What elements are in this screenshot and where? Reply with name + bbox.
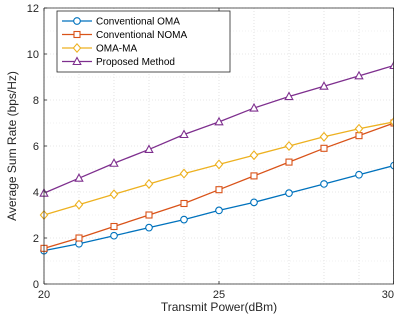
data-point	[75, 234, 83, 242]
data-point	[109, 158, 119, 167]
series-layer	[39, 60, 394, 255]
x-tick-label: 20	[38, 289, 50, 301]
y-axis-label: Average Sum Rate (bps/Hz)	[5, 71, 19, 221]
series-line	[43, 121, 394, 216]
data-point	[319, 81, 329, 90]
data-point	[320, 180, 328, 188]
series-line	[43, 122, 394, 249]
legend-marker	[73, 30, 81, 39]
data-point	[145, 223, 153, 232]
data-point	[74, 173, 84, 182]
y-tick-label: 12	[27, 3, 39, 15]
data-point	[354, 70, 364, 80]
legend-entry: Proposed Method	[62, 56, 175, 68]
y-tick-label: 2	[33, 233, 39, 245]
y-tick-label: 4	[33, 187, 39, 199]
data-point	[215, 186, 223, 194]
data-point	[355, 170, 363, 179]
data-point	[179, 129, 189, 139]
series-3	[39, 60, 394, 197]
data-point	[249, 150, 259, 161]
series-line	[43, 64, 394, 194]
legend-marker	[73, 17, 81, 25]
data-point	[250, 172, 258, 180]
data-point	[214, 159, 224, 170]
data-point	[214, 116, 224, 126]
series-line	[43, 164, 394, 252]
legend-label: OMA-MA	[96, 44, 137, 55]
data-point	[74, 199, 84, 210]
data-point	[110, 222, 118, 231]
data-point	[215, 206, 223, 215]
data-point	[144, 144, 154, 153]
data-point	[319, 131, 329, 142]
y-tick-label: 0	[33, 279, 39, 291]
data-point	[109, 189, 119, 200]
data-point	[249, 102, 259, 112]
data-point	[285, 158, 293, 166]
tick-labels: 20 25 30 0 2 4 6 8 10 12	[27, 3, 394, 301]
legend-label: Proposed Method	[96, 57, 175, 68]
x-tick-label: 30	[382, 289, 394, 301]
data-point	[144, 178, 154, 189]
y-tick-label: 6	[33, 141, 39, 153]
data-point	[354, 123, 364, 134]
legend-entry: OMA-MA	[62, 42, 137, 55]
data-point	[284, 140, 294, 152]
data-point	[110, 231, 118, 240]
legend-marker	[72, 56, 82, 66]
x-tick-label: 25	[213, 289, 225, 301]
data-point	[250, 198, 258, 207]
y-tick-label: 8	[33, 95, 39, 107]
legend-label: Conventional OMA	[96, 17, 180, 28]
legend-entry: Conventional OMA	[62, 17, 180, 28]
data-point	[284, 91, 294, 101]
data-point	[180, 199, 188, 208]
data-point	[285, 189, 293, 197]
legend-marker	[72, 42, 82, 54]
data-point	[179, 168, 189, 179]
legend-entry: Conventional NOMA	[62, 30, 187, 41]
data-point	[389, 60, 394, 70]
data-point	[180, 215, 188, 224]
legend: Conventional OMA Conventional NOMA OMA-MA P…	[56, 10, 231, 73]
legend-label: Conventional NOMA	[96, 30, 187, 41]
data-point	[145, 211, 153, 219]
data-point	[320, 144, 328, 152]
x-axis-label: Transmit Power(dBm)	[161, 300, 277, 314]
y-tick-label: 10	[27, 49, 39, 61]
